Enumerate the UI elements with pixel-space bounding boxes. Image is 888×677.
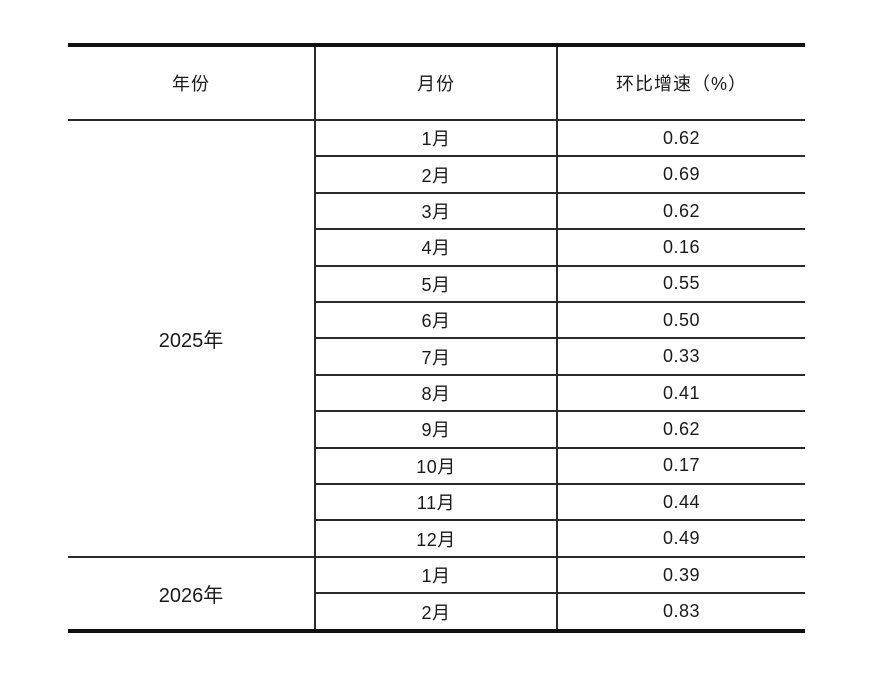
year-cell-2025: 2025年 <box>68 120 315 558</box>
rate-cell: 0.62 <box>556 411 805 449</box>
rate-cell: 0.83 <box>556 593 805 632</box>
table-row: 8月 0.41 <box>68 374 805 413</box>
growth-rate-table: 年份 月份 环比增速（%） 2025年 1月 0.62 2月 0.69 3月 0… <box>68 43 805 633</box>
rate-cell: 0.17 <box>556 447 805 486</box>
rate-cell: 0.16 <box>556 229 805 267</box>
month-cell: 1月 <box>314 556 557 595</box>
rate-cell: 0.44 <box>556 484 805 522</box>
rate-cell: 0.62 <box>556 120 805 158</box>
table-body: 2025年 1月 0.62 2月 0.69 3月 0.62 4月 0.16 5月… <box>68 120 805 633</box>
growth-rate-table-wrap: 年份 月份 环比增速（%） 2025年 1月 0.62 2月 0.69 3月 0… <box>68 43 805 633</box>
month-cell: 3月 <box>314 192 557 231</box>
header-month: 月份 <box>314 45 557 121</box>
header-year: 年份 <box>68 45 315 121</box>
month-cell: 1月 <box>314 120 557 158</box>
month-cell: 11月 <box>314 484 557 522</box>
rate-cell: 0.55 <box>556 265 805 304</box>
month-cell: 6月 <box>314 302 557 340</box>
header-rate: 环比增速（%） <box>556 45 805 121</box>
table-row: 2月 0.83 <box>68 593 805 632</box>
month-cell: 8月 <box>314 374 557 413</box>
year-cell-2026: 2026年 <box>68 556 315 633</box>
table-row: 7月 0.33 <box>68 338 805 376</box>
rate-cell: 0.50 <box>556 302 805 340</box>
month-cell: 10月 <box>314 447 557 486</box>
table-row: 2026年 1月 0.39 <box>68 556 805 633</box>
month-cell: 2月 <box>314 156 557 194</box>
table-row: 5月 0.55 <box>68 265 805 304</box>
rate-cell: 0.49 <box>556 520 805 558</box>
rate-cell: 0.33 <box>556 338 805 376</box>
table-header: 年份 月份 环比增速（%） <box>68 45 805 121</box>
header-row: 年份 月份 环比增速（%） <box>68 45 805 121</box>
table-row: 6月 0.50 <box>68 302 805 340</box>
rate-cell: 0.39 <box>556 556 805 595</box>
month-cell: 12月 <box>314 520 557 558</box>
month-cell: 4月 <box>314 229 557 267</box>
table-row: 2025年 1月 0.62 <box>68 120 805 558</box>
table-row: 11月 0.44 <box>68 484 805 522</box>
table-row: 10月 0.17 <box>68 447 805 486</box>
rate-cell: 0.62 <box>556 192 805 231</box>
month-cell: 2月 <box>314 593 557 632</box>
rate-cell: 0.41 <box>556 374 805 413</box>
table-row: 3月 0.62 <box>68 192 805 231</box>
table-row: 2月 0.69 <box>68 156 805 194</box>
rate-cell: 0.69 <box>556 156 805 194</box>
month-cell: 7月 <box>314 338 557 376</box>
table-row: 12月 0.49 <box>68 520 805 558</box>
table-row: 9月 0.62 <box>68 411 805 449</box>
table-row: 4月 0.16 <box>68 229 805 267</box>
month-cell: 9月 <box>314 411 557 449</box>
month-cell: 5月 <box>314 265 557 304</box>
